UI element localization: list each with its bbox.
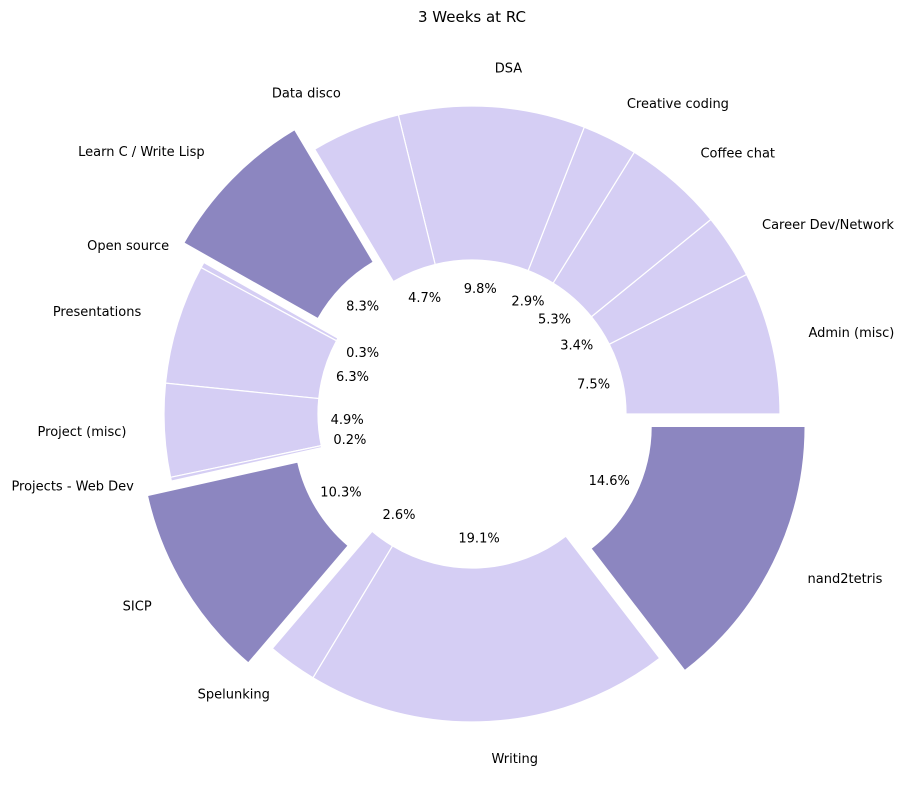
label-creative-coding: Creative coding xyxy=(627,97,729,112)
pct-projects-web-dev: 0.2% xyxy=(333,433,366,448)
donut-slices xyxy=(146,105,806,723)
pct-writing: 19.1% xyxy=(458,531,499,546)
label-learn-c-write-lisp: Learn C / Write Lisp xyxy=(78,145,205,160)
slice-labels: Admin (misc) Career Dev/Network Coffee cha… xyxy=(11,61,894,767)
label-career-dev-network: Career Dev/Network xyxy=(762,218,894,233)
slice-learn-c-write-lisp xyxy=(182,128,375,320)
label-projects-web-dev: Projects - Web Dev xyxy=(11,480,134,495)
label-dsa: DSA xyxy=(495,61,523,76)
pct-coffee-chat: 5.3% xyxy=(538,313,571,328)
slice-nand2tetris xyxy=(590,425,806,672)
label-presentations: Presentations xyxy=(53,305,142,320)
slice-writing xyxy=(312,535,661,723)
slice-sicp xyxy=(146,461,350,664)
label-admin-misc: Admin (misc) xyxy=(808,326,894,341)
pct-admin-misc: 7.5% xyxy=(577,377,610,392)
pct-sicp: 10.3% xyxy=(320,485,361,500)
pct-dsa: 9.8% xyxy=(464,282,497,297)
label-sicp: SICP xyxy=(123,600,152,615)
pct-data-disco: 4.7% xyxy=(408,291,441,306)
pct-presentations: 6.3% xyxy=(336,370,369,385)
pct-spelunking: 2.6% xyxy=(382,508,415,523)
label-coffee-chat: Coffee chat xyxy=(700,147,775,162)
label-open-source: Open source xyxy=(87,239,169,254)
label-nand2tetris: nand2tetris xyxy=(808,572,883,587)
pct-creative-coding: 2.9% xyxy=(511,295,544,310)
pct-learn-c-write-lisp: 8.3% xyxy=(346,300,379,315)
pct-open-source: 0.3% xyxy=(346,346,379,361)
pct-nand2tetris: 14.6% xyxy=(589,474,630,489)
slice-percent-labels: 7.5% 3.4% 5.3% 2.9% 9.8% 4.7% 8.3% 0.3% 6.3% 4.9%… xyxy=(320,282,630,547)
label-spelunking: Spelunking xyxy=(198,687,270,702)
pct-career-dev-network: 3.4% xyxy=(560,338,593,353)
slice-data-disco xyxy=(313,114,436,283)
chart-title: 3 Weeks at RC xyxy=(418,8,526,26)
label-writing: Writing xyxy=(492,752,538,767)
pct-project-misc: 4.9% xyxy=(331,413,364,428)
label-data-disco: Data disco xyxy=(272,86,341,101)
label-project-misc: Project (misc) xyxy=(38,425,127,440)
slice-projects-web-dev xyxy=(169,444,323,482)
